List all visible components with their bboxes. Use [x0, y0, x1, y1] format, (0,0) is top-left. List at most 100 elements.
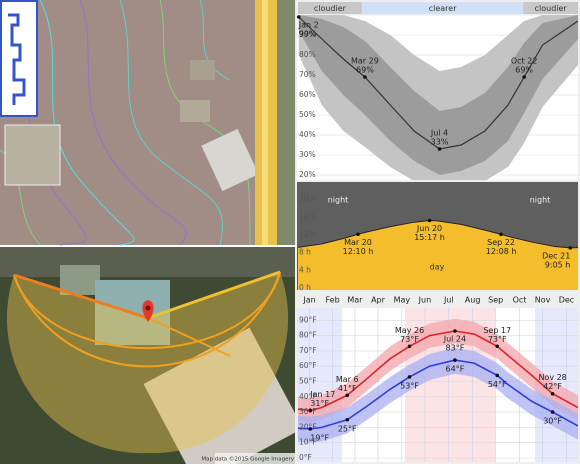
x-tick-label: Oct [513, 296, 527, 305]
annotation-value: 83°F [446, 344, 465, 353]
annotation-point [453, 358, 457, 362]
annotation-point [427, 218, 432, 223]
annotation-point [522, 75, 526, 79]
annotation-value: 15:17 h [414, 233, 445, 242]
x-tick-label: Apr [371, 296, 386, 305]
y-tick-label: 10°F [299, 438, 317, 447]
annotation-low: 54°F [488, 380, 507, 389]
night-label: night [328, 196, 349, 205]
annotation-date: Jul 24 [443, 335, 466, 344]
annotation-value: 33% [431, 138, 449, 147]
day-label: day [430, 263, 445, 272]
annotation-date: Oct 22 [511, 57, 538, 66]
annotation-point [453, 329, 457, 333]
aerial-map [0, 247, 295, 464]
y-tick-label: 8 h [299, 248, 311, 257]
annotation-point [495, 344, 500, 349]
region [523, 2, 578, 14]
y-tick-label: 90% [299, 30, 316, 39]
annotation-point [296, 15, 301, 19]
x-tick-label: Mar [347, 296, 363, 305]
daylight-area [298, 220, 578, 290]
y-tick-label: 12 h [299, 230, 316, 239]
percentile-band [298, 318, 578, 423]
annotation-date: Jul 4 [430, 129, 448, 138]
annotation-point [363, 75, 367, 79]
y-tick-label: 40°F [299, 392, 317, 401]
annotation-value: 9:05 h [545, 260, 571, 269]
annotation-low: 53°F [400, 381, 419, 390]
y-tick-label: 90°F [299, 315, 317, 324]
annotation-point [499, 232, 503, 237]
y-tick-label: 4 h [299, 265, 311, 274]
map-attribution: Map data ©2015 Google Imagery [201, 456, 294, 463]
annotation-point [495, 373, 500, 378]
annotation-value: 73°F [400, 335, 419, 344]
annotation-point [345, 417, 350, 422]
y-tick-label: 60°F [299, 361, 317, 370]
x-tick-label: Jun [418, 296, 432, 305]
annotation-value: 42°F [543, 382, 562, 391]
chart-panel [297, 15, 578, 180]
annotation-date: Mar 6 [336, 375, 359, 384]
x-tick-label: May [394, 296, 411, 305]
annotation-point [568, 246, 573, 250]
chart-panel [297, 308, 578, 462]
annotation-point [308, 408, 313, 413]
annotation-value: 99% [299, 30, 317, 39]
annotation-low: 64°F [446, 365, 465, 374]
region-label: cloudier [535, 4, 568, 13]
daylight-line [297, 219, 578, 249]
annotation-date: Jan 2 [298, 21, 319, 30]
annotation-date: Sep 17 [483, 326, 511, 335]
y-tick-label: 30°F [299, 407, 317, 416]
annotation-point [407, 344, 412, 349]
annotation-point [550, 391, 555, 396]
annotation-point [437, 147, 442, 151]
x-tick-label: Aug [465, 296, 481, 305]
annotation-low: 19°F [310, 433, 329, 442]
annotation-low: 30°F [543, 417, 562, 426]
x-tick-label: Jul [443, 296, 454, 305]
x-tick-label: Feb [326, 296, 340, 305]
chart-panel [297, 182, 578, 290]
annotation-date: Jan 17 [309, 390, 335, 399]
y-tick-label: 0 h [299, 283, 311, 292]
region-label: clearer [429, 4, 457, 13]
y-tick-label: 50% [299, 110, 316, 119]
annotation-date: Mar 29 [351, 57, 379, 66]
y-tick-label: 60% [299, 90, 316, 99]
series-line [297, 359, 578, 430]
annotation-point [345, 393, 350, 398]
y-tick-label: 30% [299, 150, 316, 159]
region [298, 2, 362, 14]
annotation-date: Mar 20 [344, 238, 372, 247]
topo-map [0, 0, 295, 246]
x-tick-label: Nov [535, 296, 551, 305]
annotation-value: 12:10 h [343, 247, 374, 256]
x-tick-label: Sep [488, 296, 503, 305]
annotation-date: May 26 [395, 326, 424, 335]
annotation-date: Dec 21 [542, 251, 570, 260]
percentile-band [298, 347, 578, 443]
y-tick-label: 20 h [299, 195, 316, 204]
x-tick-label: Dec [559, 296, 574, 305]
annotation-date: Sep 22 [487, 238, 515, 247]
percentile-band [298, 15, 578, 175]
annotation-date: Jun 20 [416, 224, 442, 233]
y-tick-label: 0°F [299, 453, 312, 462]
y-tick-label: 16 h [299, 212, 316, 221]
annotation-low: 25°F [338, 424, 357, 433]
annotation-point [407, 375, 412, 379]
y-tick-label: 80°F [299, 331, 317, 340]
y-tick-label: 20°F [299, 422, 317, 431]
x-tick-label: Jan [302, 296, 315, 305]
region-label: cloudier [314, 4, 347, 13]
annotation-value: 12:08 h [486, 247, 517, 256]
night-label: night [530, 196, 551, 205]
annotation-point [308, 427, 313, 431]
annotation-value: 73°F [488, 335, 507, 344]
annotation-value: 41°F [338, 384, 357, 393]
annotation-value: 69% [356, 66, 374, 75]
